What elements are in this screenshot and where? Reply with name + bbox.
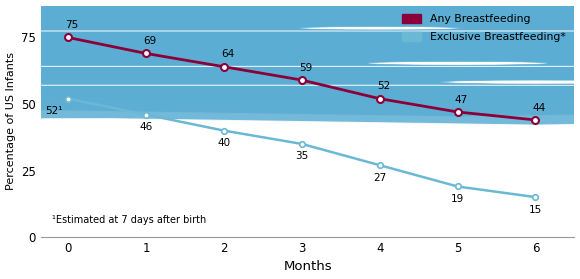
Legend: Any Breastfeeding, Exclusive Breastfeeding*: Any Breastfeeding, Exclusive Breastfeedi… (398, 11, 569, 45)
Text: 69: 69 (143, 36, 157, 46)
Text: 15: 15 (529, 205, 542, 215)
Text: 52¹: 52¹ (45, 106, 63, 116)
Text: 47: 47 (455, 95, 468, 105)
Y-axis label: Percentage of US Infants: Percentage of US Infants (6, 52, 16, 190)
Text: 75: 75 (66, 20, 79, 30)
PathPatch shape (0, 0, 580, 105)
Text: ¹Estimated at 7 days after birth: ¹Estimated at 7 days after birth (52, 215, 206, 225)
Text: 27: 27 (373, 173, 386, 183)
PathPatch shape (0, 0, 580, 78)
PathPatch shape (0, 0, 580, 62)
Text: 52: 52 (377, 81, 390, 91)
Ellipse shape (441, 80, 580, 84)
Text: 40: 40 (218, 138, 230, 148)
Text: 46: 46 (139, 122, 153, 132)
Ellipse shape (298, 27, 462, 30)
PathPatch shape (0, 0, 580, 92)
PathPatch shape (0, 66, 580, 142)
Text: 19: 19 (451, 194, 464, 204)
X-axis label: Months: Months (284, 260, 332, 273)
Text: 35: 35 (295, 151, 309, 161)
Ellipse shape (366, 61, 549, 65)
Text: 64: 64 (221, 49, 234, 59)
PathPatch shape (0, 31, 580, 125)
Text: 44: 44 (533, 102, 546, 112)
PathPatch shape (0, 85, 580, 151)
Text: 59: 59 (299, 62, 312, 73)
